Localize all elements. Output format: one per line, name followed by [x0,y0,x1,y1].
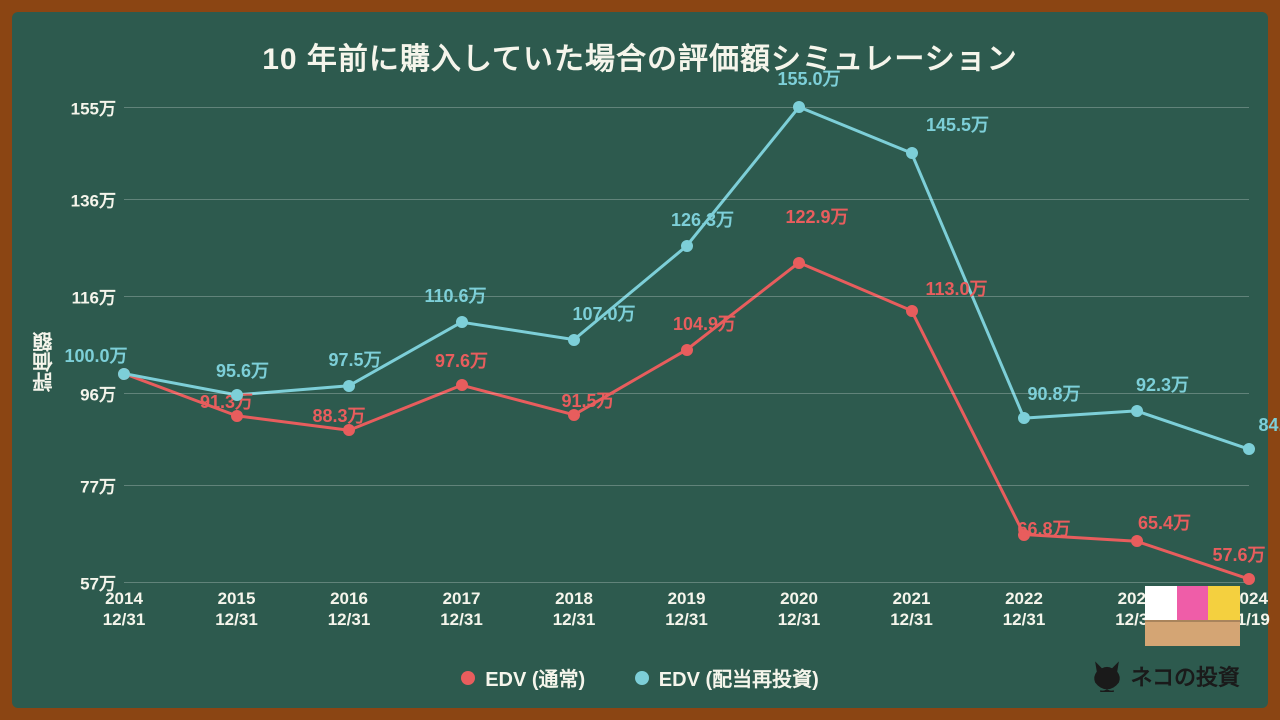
data-label: 65.4万 [1138,509,1191,535]
data-point [681,240,693,252]
data-point [568,334,580,346]
data-point [118,368,130,380]
data-point [456,316,468,328]
data-point [343,380,355,392]
data-label: 84.4万 [1258,411,1280,437]
data-label: 88.3万 [312,402,365,428]
data-label: 113.0万 [925,275,987,301]
y-tick-label: 116万 [72,284,116,309]
x-tick-label: 201512/31 [215,588,258,631]
data-label: 97.5万 [328,346,381,372]
plot-area: 57万77万96万116万136万155万201412/31201512/312… [124,107,1249,582]
legend-dot [635,671,649,685]
legend-label: EDV (配当再投資) [659,663,819,692]
x-tick-label: 202212/31 [1003,588,1046,631]
data-point [1131,405,1143,417]
cat-icon [1090,658,1124,692]
data-label: 155.0万 [777,65,840,91]
x-tick-label: 201612/31 [328,588,371,631]
data-label: 104.9万 [673,310,736,336]
brand-logo: ネコの投資 [1090,658,1240,692]
x-tick-label: 202112/31 [890,588,933,631]
data-label: 145.5万 [926,111,989,137]
data-point [681,344,693,356]
data-point [231,389,243,401]
x-tick-label: 202012/31 [778,588,821,631]
data-label: 91.3万 [200,388,253,414]
chalkboard: 10 年前に購入していた場合の評価額シミュレーション 評価額 57万77万96万… [12,12,1268,708]
data-point [1243,443,1255,455]
data-label: 90.8万 [1027,380,1080,406]
grid-line [124,107,1249,108]
data-label: 97.6万 [435,347,488,373]
eraser-decoration [1145,586,1240,646]
legend-label: EDV (通常) [485,663,585,692]
legend-item: EDV (配当再投資) [635,663,819,692]
data-label: 92.3万 [1136,371,1189,397]
y-tick-label: 96万 [80,380,116,405]
data-point [906,147,918,159]
data-point [1018,412,1030,424]
data-label: 122.9万 [785,203,848,229]
grid-line [124,296,1249,297]
grid-line [124,199,1249,200]
grid-line [124,582,1249,583]
data-point [1131,535,1143,547]
data-label: 126.3万 [671,206,734,232]
data-label: 95.6万 [216,357,269,383]
legend: EDV (通常) EDV (配当再投資) [12,663,1268,692]
data-label: 107.0万 [572,300,635,326]
y-tick-label: 136万 [71,187,116,212]
x-tick-label: 201812/31 [553,588,596,631]
y-tick-label: 77万 [80,473,116,498]
brand-text: ネコの投資 [1130,660,1240,692]
data-point [1243,573,1255,585]
data-label: 66.8万 [1017,515,1070,541]
data-label: 91.5万 [561,387,614,413]
data-label: 110.6万 [424,282,486,308]
grid-line [124,485,1249,486]
x-tick-label: 201412/31 [103,588,146,631]
x-tick-label: 201912/31 [665,588,708,631]
data-point [906,305,918,317]
legend-dot [461,671,475,685]
x-tick-label: 201712/31 [440,588,483,631]
data-point [793,101,805,113]
y-axis-label: 評価額 [30,332,59,392]
legend-item: EDV (通常) [461,663,585,692]
data-label: 57.6万 [1212,541,1265,567]
chart-title: 10 年前に購入していた場合の評価額シミュレーション [12,34,1268,78]
data-point [456,379,468,391]
data-label: 100.0万 [64,342,127,368]
y-tick-label: 155万 [71,95,116,120]
data-point [793,257,805,269]
